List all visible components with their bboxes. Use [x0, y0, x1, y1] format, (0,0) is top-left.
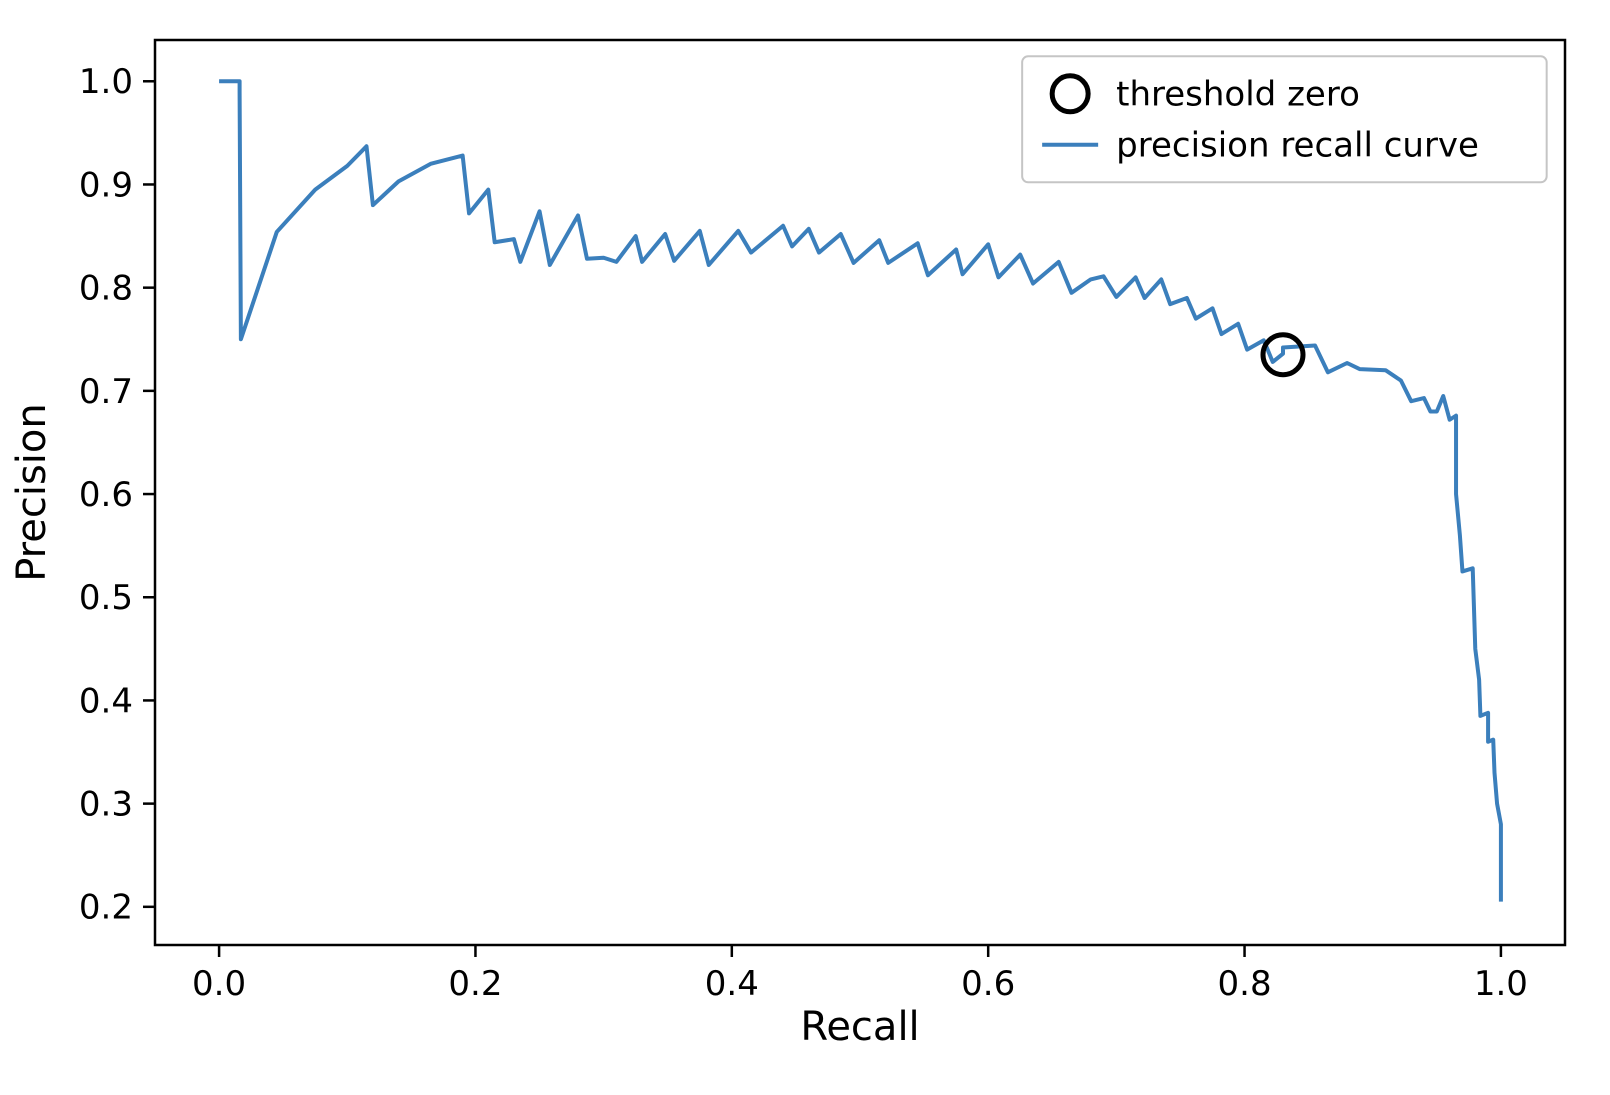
legend-label: precision recall curve: [1116, 126, 1479, 166]
x-tick-label: 0.6: [961, 964, 1015, 1004]
y-tick-label: 0.4: [79, 681, 133, 721]
y-tick-label: 0.9: [79, 165, 133, 205]
y-axis-label: Precision: [9, 403, 55, 581]
y-tick-label: 0.3: [79, 785, 133, 825]
legend: threshold zero precision recall curve: [1022, 56, 1547, 182]
x-tick-label: 0.0: [192, 964, 246, 1004]
y-tick-label: 0.2: [79, 888, 133, 928]
y-tick-label: 0.7: [79, 372, 133, 412]
x-axis-label: Recall: [800, 1004, 919, 1050]
x-tick-label: 0.4: [705, 964, 759, 1004]
x-tick-label: 1.0: [1474, 964, 1528, 1004]
x-tick-label: 0.2: [448, 964, 502, 1004]
y-tick-label: 0.6: [79, 475, 133, 515]
legend-label: threshold zero: [1116, 75, 1360, 115]
precision-recall-chart: 0.0 0.2 0.4 0.6 0.8 1.0 0.2 0.3 0.4 0.5 0.6 0.7 0.8 0…: [0, 0, 1610, 1095]
x-tick-label: 0.8: [1218, 964, 1272, 1004]
y-tick-label: 1.0: [79, 62, 133, 102]
y-tick-label: 0.8: [79, 269, 133, 309]
y-tick-label: 0.5: [79, 578, 133, 618]
